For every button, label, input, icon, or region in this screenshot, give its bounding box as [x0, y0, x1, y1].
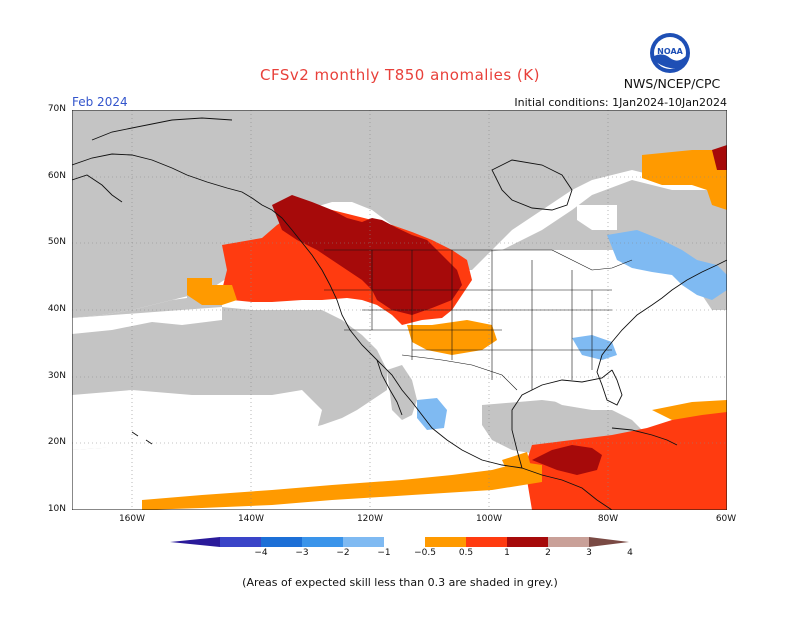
lon-label: 120W: [356, 514, 384, 524]
colorbar-segment: [220, 537, 261, 547]
forecast-month: Feb 2024: [72, 95, 128, 109]
footnote: (Areas of expected skill less than 0.3 a…: [242, 576, 558, 589]
noaa-logo: NOAA: [649, 32, 691, 78]
initial-conditions: Initial conditions: 1Jan2024-10Jan2024: [514, 96, 727, 109]
colorbar-tick-label: −4: [254, 548, 268, 558]
political-borders: [324, 249, 633, 391]
colorbar-tick-label: −1: [377, 548, 391, 558]
colorbar-segment: [261, 537, 302, 547]
lat-label: 60N: [47, 171, 66, 181]
colorbar-segment: [343, 537, 384, 547]
colorbar-tick-label: 2: [545, 548, 551, 558]
colorbar-tick-label: −2: [336, 548, 350, 558]
colorbar-tick-label: 0.5: [458, 548, 474, 558]
colorbar-tick-label: −3: [295, 548, 309, 558]
colorbar-arrow-left: [170, 537, 220, 547]
lon-label: 160W: [118, 514, 146, 524]
colorbar-segment: [302, 537, 343, 547]
coastlines: [71, 117, 728, 511]
lat-label: 40N: [47, 304, 66, 314]
lat-label: 10N: [47, 504, 66, 514]
map-title: CFSv2 monthly T850 anomalies (K): [260, 66, 540, 84]
lon-label: 140W: [237, 514, 265, 524]
colorbar-segment: [425, 537, 466, 547]
colorbar-labels: −4 −3 −2 −1 −0.5 0.5 1 2 3 4: [0, 548, 800, 562]
colorbar-tick-label: 3: [586, 548, 592, 558]
colorbar-tick-label: −0.5: [414, 548, 436, 558]
lat-label: 50N: [47, 237, 66, 247]
colorbar-segment: [466, 537, 507, 547]
lon-label: 80W: [597, 514, 619, 524]
colorbar-tick-label: 4: [627, 548, 633, 558]
warm-anomaly-plus-2: [272, 145, 727, 475]
colorbar-tick-label: 1: [504, 548, 510, 558]
cold-anomaly: [417, 230, 727, 430]
logo-text: NOAA: [657, 47, 683, 56]
lat-label: 20N: [47, 437, 66, 447]
lat-label: 70N: [47, 104, 66, 114]
colorbar-segment: [548, 537, 589, 547]
lat-label: 30N: [47, 371, 66, 381]
agency-label: NWS/NCEP/CPC: [623, 76, 721, 91]
near-normal-areas: [72, 205, 697, 450]
colorbar-segment: [384, 537, 425, 547]
colorbar: [170, 534, 630, 553]
colorbar-segment: [507, 537, 548, 547]
map-canvas: [71, 109, 728, 511]
colorbar-arrow-right: [589, 537, 629, 547]
lon-label: 100W: [475, 514, 503, 524]
lon-label: 60W: [715, 514, 737, 524]
anomaly-map: [71, 109, 728, 514]
